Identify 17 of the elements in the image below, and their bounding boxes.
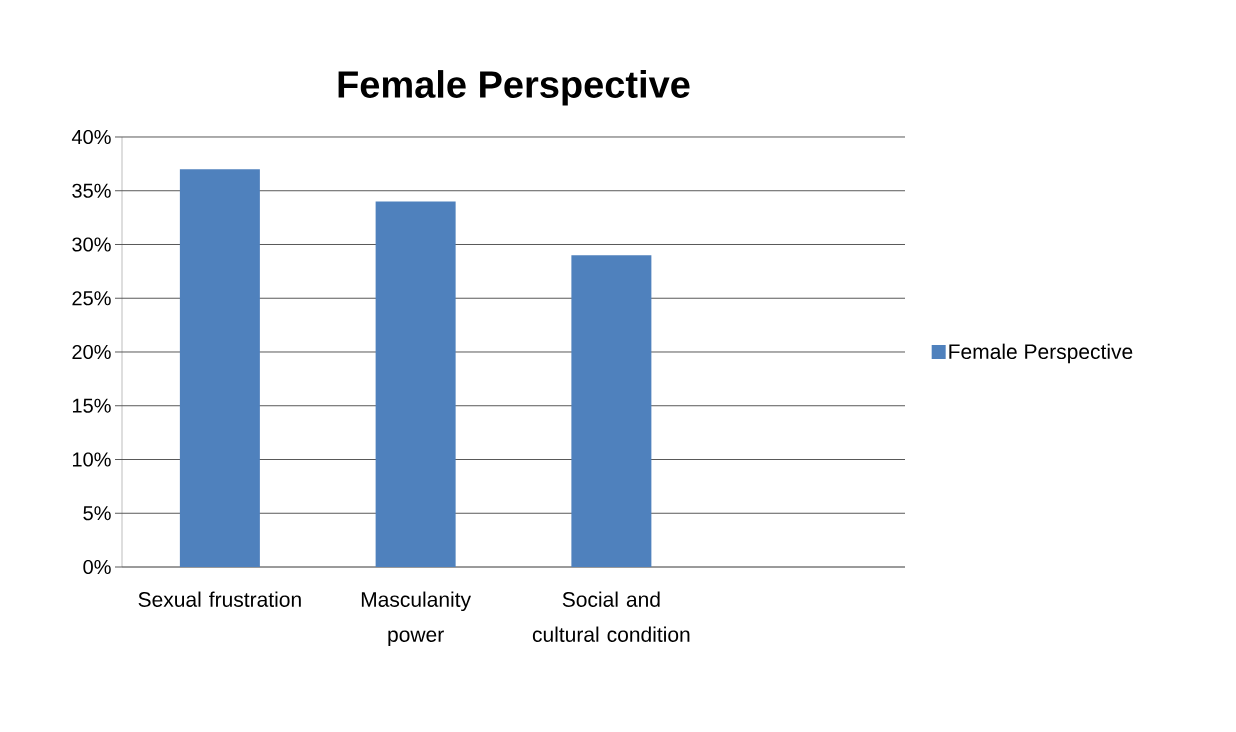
y-tick-label: 25% xyxy=(72,291,111,306)
x-tick-label: Social and cultural condition xyxy=(532,591,690,642)
x-tick-label: Masculanity power xyxy=(361,591,471,647)
legend-label: Female Perspective xyxy=(949,343,1133,364)
y-tick-label: 40% xyxy=(71,129,111,145)
x-tick-label: Sexual frustration xyxy=(138,591,301,607)
y-tick-label: 5% xyxy=(83,506,111,521)
y-tick-label: 0% xyxy=(83,559,111,575)
chart-title: Female Perspective xyxy=(338,70,690,106)
y-tick-label: 35% xyxy=(72,183,111,198)
y-tick-label: 20% xyxy=(72,344,111,360)
bar xyxy=(571,255,652,567)
y-tick-label: 15% xyxy=(72,398,111,413)
bar xyxy=(375,201,456,567)
y-tick-label: 10% xyxy=(72,452,111,467)
y-tick-label: 30% xyxy=(72,237,111,252)
bar xyxy=(179,169,260,567)
